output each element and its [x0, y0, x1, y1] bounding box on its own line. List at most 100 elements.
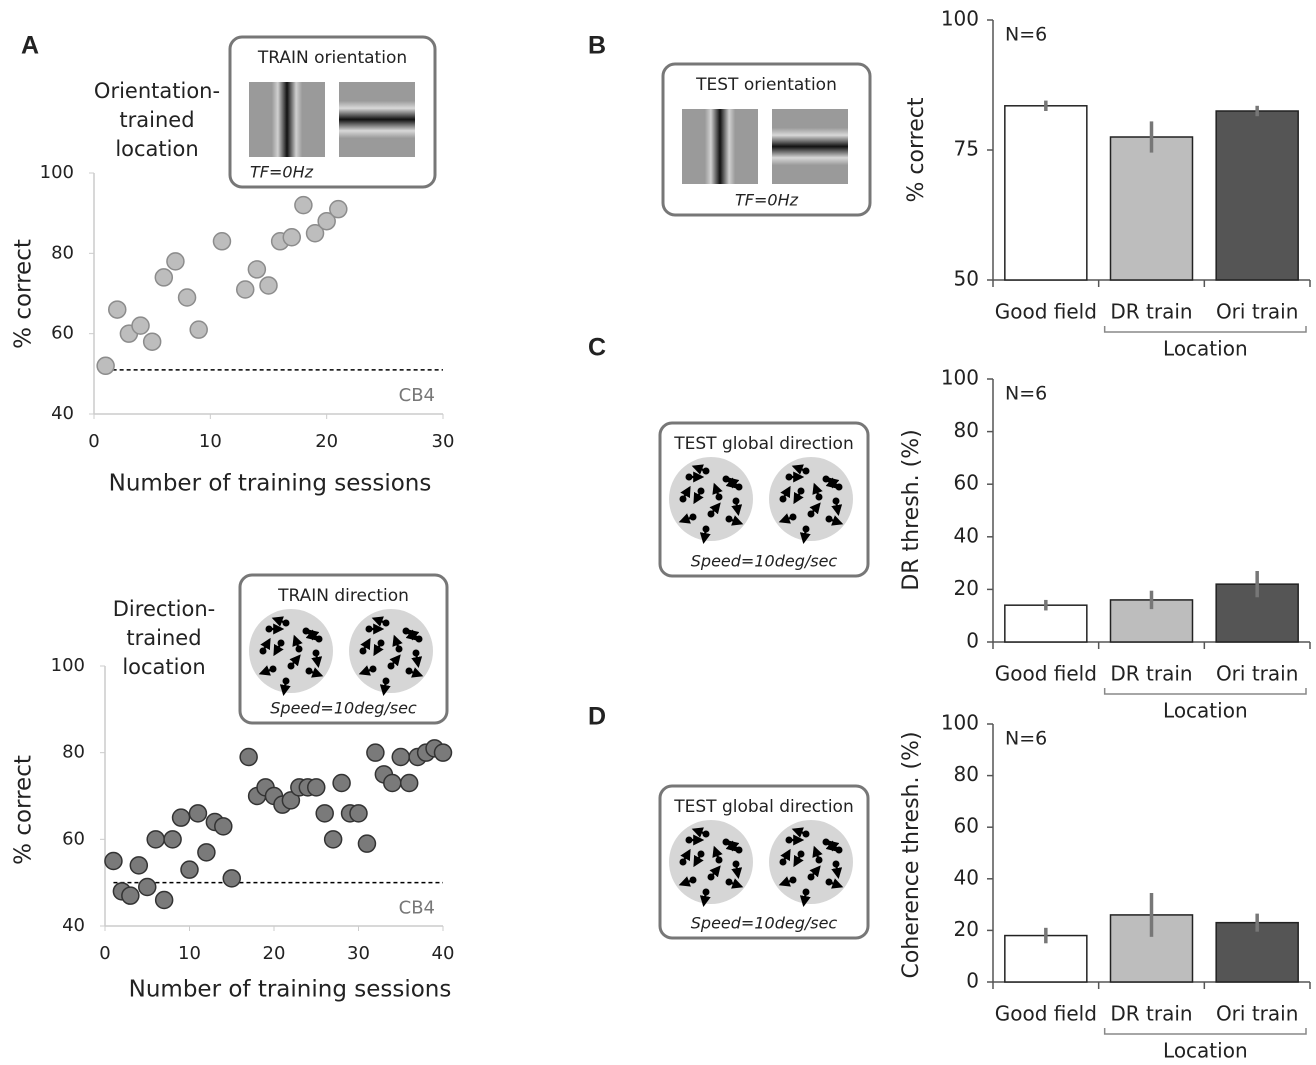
data-point — [391, 747, 410, 767]
inset-caption: TF=0Hz — [250, 163, 314, 182]
motion-arrow — [693, 853, 704, 868]
motion-arrow — [307, 629, 320, 641]
x-tick-label: 30 — [432, 431, 455, 452]
motion-arrow — [392, 634, 403, 650]
n-label: N=6 — [1005, 728, 1047, 750]
data-point — [357, 834, 377, 853]
x-tick-label: Ori train — [1216, 662, 1298, 686]
data-point — [154, 268, 174, 287]
data-point — [138, 877, 157, 897]
y-tick-label: 40 — [51, 403, 74, 424]
data-point — [317, 211, 336, 231]
motion-arrow — [693, 490, 704, 505]
motion-arrow — [778, 513, 794, 524]
motion-arrow — [799, 528, 811, 544]
group-label: Location — [1163, 699, 1248, 723]
group-bracket — [1103, 1028, 1307, 1035]
motion-arrow — [791, 464, 807, 475]
data-point — [142, 332, 162, 351]
x-tick-label: 30 — [347, 943, 370, 964]
motion-arrow — [709, 502, 721, 515]
annotation: Orientation- — [94, 79, 220, 103]
x-tick-label: 20 — [263, 943, 286, 964]
bar — [1215, 110, 1299, 281]
motion-arrow — [407, 629, 420, 641]
data-point — [188, 804, 208, 823]
motion-arrow — [731, 863, 743, 879]
data-point — [239, 747, 258, 767]
motion-arrow — [680, 848, 691, 863]
inset-title: TEST global direction — [673, 434, 853, 454]
data-point — [222, 869, 241, 888]
inset-title: TEST orientation — [695, 75, 837, 95]
motion-arrow — [678, 513, 694, 524]
panel-letter: D — [588, 703, 606, 731]
inset-caption: Speed=10deg/sec — [691, 552, 838, 571]
motion-arrow — [793, 853, 804, 868]
data-point — [383, 773, 402, 793]
motion-arrow — [691, 827, 707, 838]
x-axis-label: Number of training sessions — [129, 977, 452, 1003]
data-point — [315, 804, 334, 823]
x-tick-label: 20 — [315, 431, 338, 452]
motion-arrow — [809, 865, 821, 878]
y-tick-label: 0 — [966, 629, 979, 653]
motion-arrow — [260, 637, 271, 652]
motion-arrow — [727, 477, 740, 489]
group-bracket — [1103, 688, 1307, 695]
data-point — [171, 808, 191, 827]
x-tick-label: Ori train — [1216, 1002, 1298, 1026]
y-tick-label: 80 — [954, 418, 979, 442]
group-bracket — [1103, 326, 1307, 333]
motion-arrow — [712, 845, 723, 861]
annotation: location — [115, 137, 198, 161]
n-label: N=6 — [1005, 24, 1047, 46]
motion-arrow — [778, 876, 794, 887]
y-tick-label: 50 — [954, 267, 979, 291]
motion-arrow — [289, 654, 301, 667]
motion-arrow — [699, 528, 711, 544]
annotation: trained — [126, 626, 201, 650]
motion-arrow — [780, 848, 791, 863]
inset-caption: TF=0Hz — [735, 191, 799, 210]
annotation: location — [122, 655, 205, 679]
group-label: Location — [1163, 337, 1248, 361]
x-tick-label: Ori train — [1216, 300, 1298, 324]
y-tick-label: 0 — [966, 969, 979, 993]
motion-arrow — [279, 680, 291, 696]
inset-caption: Speed=10deg/sec — [691, 914, 838, 933]
data-point — [329, 199, 348, 219]
motion-arrow — [791, 827, 807, 838]
y-axis-label: % correct — [11, 755, 37, 865]
y-tick-label: 20 — [954, 576, 979, 600]
motion-arrow — [699, 891, 711, 907]
motion-arrow — [292, 634, 303, 650]
x-tick-label: Good field — [995, 662, 1097, 686]
motion-arrow — [728, 878, 744, 889]
motion-arrow — [258, 665, 274, 676]
motion-arrow — [828, 515, 844, 526]
data-point — [96, 356, 115, 376]
motion-arrow — [680, 485, 691, 500]
y-tick-label: 40 — [954, 865, 979, 889]
y-axis-label: Coherence thresh. (%) — [899, 731, 924, 978]
x-tick-label: Good field — [995, 300, 1097, 324]
x-tick-label: Good field — [995, 1002, 1097, 1026]
x-tick-label: DR train — [1110, 1002, 1192, 1026]
annotation: Direction- — [113, 597, 215, 621]
data-point — [154, 890, 174, 910]
data-point — [305, 224, 325, 243]
motion-arrow — [827, 840, 840, 852]
data-point — [104, 851, 123, 871]
y-tick-label: 20 — [954, 917, 979, 941]
motion-arrow — [799, 891, 811, 907]
y-tick-label: 80 — [954, 762, 979, 786]
motion-arrow — [379, 680, 391, 696]
data-point — [131, 316, 150, 335]
bar — [1004, 105, 1088, 281]
motion-arrow — [709, 865, 721, 878]
data-point — [177, 288, 197, 307]
data-point — [189, 320, 208, 339]
x-tick-label: DR train — [1110, 662, 1192, 686]
